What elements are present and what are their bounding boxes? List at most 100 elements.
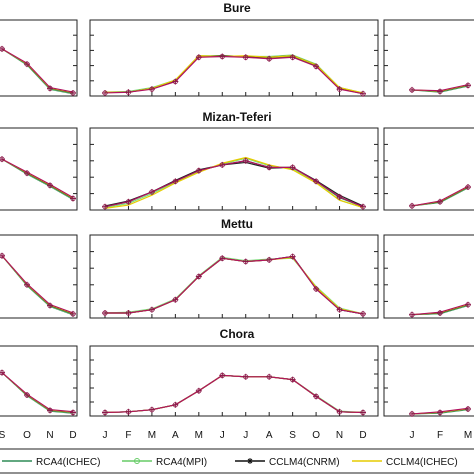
series-line (1, 372, 74, 413)
series-marker-left-point-2 (47, 85, 53, 92)
series-marker-point-0 (102, 310, 108, 317)
series-marker-point-4 (195, 387, 202, 394)
x-tick-label: M (195, 430, 203, 441)
series-line (1, 158, 74, 199)
series-marker-point-10 (336, 193, 343, 200)
legend-item: CCLM4(CNRM) (235, 457, 340, 468)
x-tick-label: J (103, 430, 108, 441)
series-marker-right-point-2 (465, 406, 471, 412)
series-line-CCLM4(ICHEC) (105, 55, 364, 94)
series-line-CCLM4(ICHEC) (104, 156, 364, 209)
series-line-RCA4(MPI) (104, 256, 364, 315)
series-marker-right-point-1 (437, 88, 443, 95)
x-tick-label: S (0, 430, 6, 441)
axes-box (89, 19, 379, 97)
series-marker-left-point-0 (0, 45, 5, 52)
legend-marker (247, 458, 253, 464)
series-marker-point-1 (125, 310, 132, 317)
series-marker-point-0 (102, 89, 108, 96)
series-line-extra (104, 160, 364, 208)
series-marker-point-7 (266, 164, 273, 171)
x-tick-label: A (172, 430, 179, 441)
series-marker-point-1 (125, 198, 132, 205)
series-marker-right-point-2 (465, 82, 471, 89)
x-tick-label: M (464, 430, 472, 441)
series-marker-point-2 (148, 406, 155, 413)
series-marker-point-11 (360, 310, 366, 317)
series-marker-right-point-0 (409, 202, 415, 209)
series-marker-point-6 (242, 258, 249, 265)
legend-label: CCLM4(CNRM) (269, 457, 340, 468)
series-marker-point-3 (172, 296, 179, 303)
x-tick-label: O (312, 430, 320, 441)
series-line (1, 255, 74, 314)
series-marker-point-11 (360, 409, 366, 416)
series-marker-point-9 (313, 178, 320, 185)
x-tick-label: D (69, 430, 76, 441)
series-marker-left-point-0 (0, 369, 5, 376)
series-marker-left-point-2 (47, 302, 53, 309)
series-marker-right-point-0 (409, 410, 415, 417)
series-marker-left-point-1 (24, 281, 30, 288)
series-marker-point-0 (102, 203, 108, 210)
series-marker-point-0 (102, 409, 108, 416)
series-marker-point-5 (219, 161, 226, 168)
legend-item: CCLM4(ICHEC) (352, 457, 458, 468)
series-marker-left-point-1 (24, 170, 30, 177)
series-marker-left-point-2 (47, 407, 53, 414)
series-marker-left-point-3 (70, 89, 76, 96)
x-tick-label: O (23, 430, 31, 441)
series-marker-left-point-1 (24, 61, 30, 68)
x-tick-label: A (266, 430, 273, 441)
panel-title: Mettu (221, 217, 253, 231)
x-tick-label: J (243, 430, 248, 441)
legend: RCA4(ICHEC) RCA4(MPI) CCLM4(CNRM) CCLM4(ICH… (0, 448, 474, 474)
axes-box-left (0, 127, 78, 211)
series-marker-point-10 (336, 306, 343, 313)
series-marker-point-4 (195, 273, 202, 280)
axes-box (89, 127, 379, 211)
series-marker-right-point-0 (409, 86, 415, 93)
legend-label: RCA4(MPI) (156, 457, 207, 468)
series-marker-point-3 (172, 78, 179, 85)
series-marker-point-5 (219, 372, 226, 379)
series-line (1, 48, 74, 93)
series-marker-point-2 (148, 306, 155, 313)
legend-item: RCA4(ICHEC) (2, 457, 100, 468)
series-marker-point-9 (313, 285, 320, 292)
series-marker-left-point-0 (0, 252, 5, 259)
series-marker-right-point-1 (437, 198, 443, 205)
series-marker-point-8 (289, 253, 296, 260)
x-tick-label: J (220, 430, 225, 441)
series-marker-point-7 (266, 373, 273, 380)
panel-title: Chora (220, 327, 255, 341)
series-marker-point-4 (195, 54, 202, 61)
series-marker-left-point-1 (24, 392, 30, 398)
series-marker-point-9 (313, 393, 320, 400)
series-marker-right-point-2 (465, 301, 471, 308)
x-tick-label: N (46, 430, 53, 441)
series-marker-point-6 (242, 54, 249, 61)
series-marker-point-6 (242, 157, 249, 164)
axes-box (89, 345, 379, 417)
series-marker-point-9 (313, 63, 320, 70)
series-marker-left-point-3 (70, 310, 76, 317)
panel-mizan: Mizan-Teferi (0, 110, 474, 211)
series-marker-point-2 (148, 86, 155, 93)
legend-item: RCA4(MPI) (122, 457, 207, 468)
series-marker-point-7 (266, 256, 273, 263)
axes-box-left (0, 19, 78, 97)
x-tick-label: F (437, 430, 443, 441)
series-marker-point-8 (289, 54, 296, 61)
series-line-extra (104, 374, 364, 414)
series-marker-point-5 (219, 255, 226, 262)
panel-chora: Chora J F M A M J J A S O N D S O N D J F M (0, 327, 474, 441)
series-line-extra (105, 255, 364, 315)
panel-title: Mizan-Teferi (202, 110, 271, 124)
series-marker-left-point-3 (70, 195, 76, 202)
series-marker-point-2 (148, 188, 155, 195)
x-tick-label: N (336, 430, 343, 441)
series-marker-right-point-2 (465, 184, 471, 191)
series-marker-point-1 (125, 408, 132, 415)
